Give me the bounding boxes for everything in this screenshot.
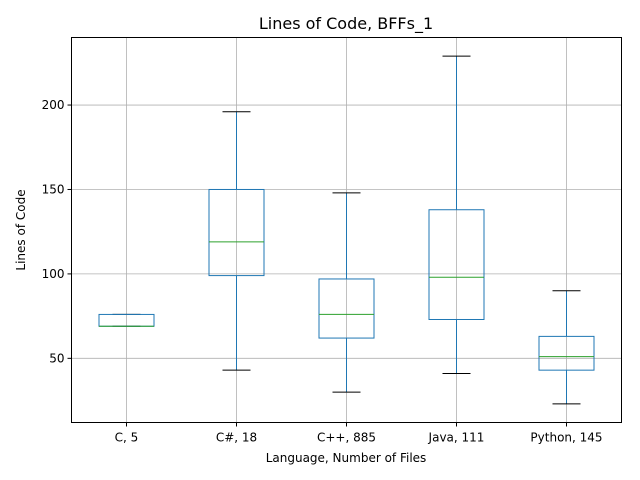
x-tick-label: Python, 145 (530, 431, 602, 445)
y-axis-label: Lines of Code (14, 189, 28, 270)
x-tick-label: Java, 111 (428, 431, 485, 445)
x-tick-label: C#, 18 (216, 431, 257, 445)
tick-layer: C, 5 C#, 18 C++, 885 Java, 111 Python, 145 50… (42, 98, 603, 444)
box-group (98, 313, 155, 327)
box-group (428, 55, 485, 375)
x-tick-label: C++, 885 (317, 431, 376, 445)
box-group (208, 111, 265, 371)
y-tick-label: 100 (42, 267, 65, 281)
box-iqr (428, 209, 485, 320)
box-layer (98, 55, 595, 405)
y-tick-label: 200 (42, 98, 65, 112)
y-tick-label: 150 (42, 182, 65, 196)
x-tick-label: C, 5 (115, 431, 139, 445)
box-iqr (318, 278, 375, 339)
chart-title: Lines of Code, BFFs_1 (259, 14, 433, 34)
box-iqr (538, 335, 595, 371)
box-group (538, 290, 595, 405)
box-group (318, 192, 375, 393)
box-iqr (208, 188, 265, 277)
y-tick-label: 50 (49, 351, 64, 365)
x-axis-label: Language, Number of Files (266, 451, 427, 465)
